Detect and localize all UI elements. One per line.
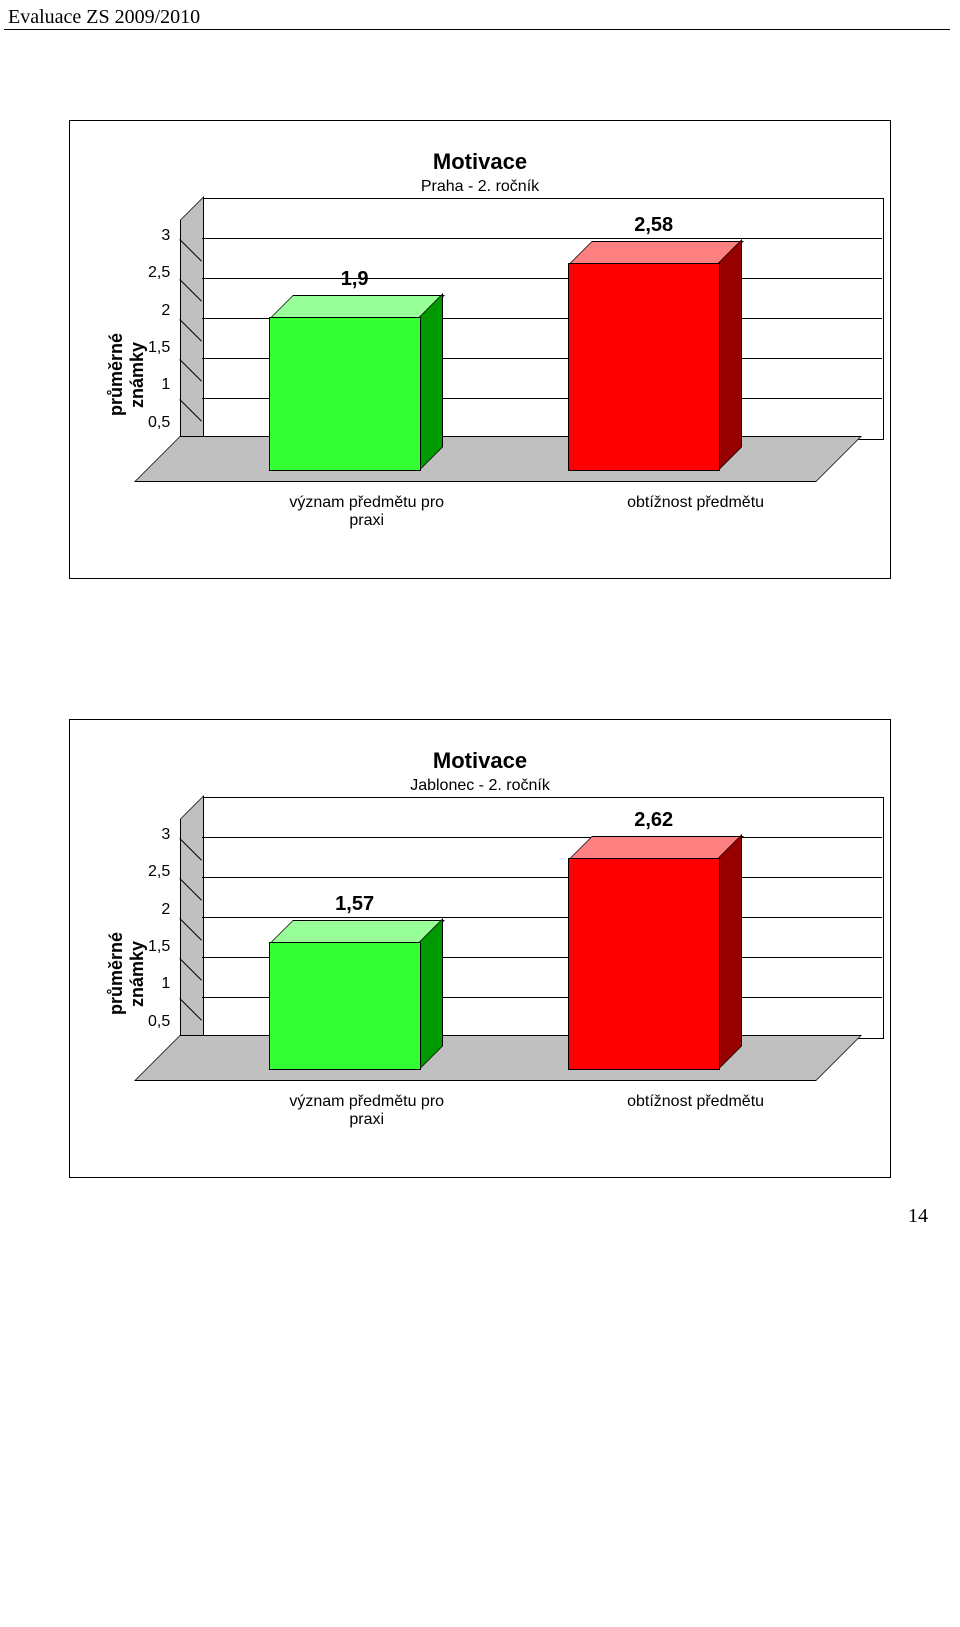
chart-title-block: Motivace Praha - 2. ročník bbox=[100, 149, 860, 196]
page-header: Evaluace ZS 2009/2010 bbox=[4, 0, 950, 30]
bar-side-face bbox=[419, 918, 443, 1070]
y-tick-label: 3 bbox=[161, 228, 170, 244]
bar: 1,9 bbox=[269, 317, 419, 471]
y-axis-ticks: 32,521,510,50 bbox=[148, 819, 180, 1059]
page-number: 14 bbox=[908, 1205, 928, 1228]
chart-body: průměrné známky 32,521,510,50 1,92,58 vý… bbox=[100, 220, 860, 530]
bar-front-face bbox=[568, 858, 720, 1070]
chart-body: průměrné známky 32,521,510,50 1,572,62 v… bbox=[100, 819, 860, 1129]
bar-side-face bbox=[718, 834, 742, 1070]
bar: 2,58 bbox=[568, 263, 718, 471]
x-axis-labels: význam předmětu pro praxiobtížnost předm… bbox=[202, 494, 860, 530]
bar-side-face bbox=[718, 239, 742, 471]
y-tick-label: 1 bbox=[161, 377, 170, 393]
chart-subtitle: Praha - 2. ročník bbox=[100, 178, 860, 196]
y-tick-label: 1,5 bbox=[148, 340, 170, 356]
chart-praha: Motivace Praha - 2. ročník průměrné znám… bbox=[69, 120, 891, 579]
bar-value-label: 2,62 bbox=[579, 809, 729, 832]
x-category-label: význam předmětu pro praxi bbox=[202, 1093, 531, 1129]
x-category-label: obtížnost předmětu bbox=[531, 494, 860, 530]
bar-top-face bbox=[568, 241, 744, 265]
y-tick-label: 2,5 bbox=[148, 864, 170, 880]
bar-front-face bbox=[568, 263, 720, 471]
plot-area: 1,92,58 bbox=[180, 220, 860, 460]
bar-value-label: 1,57 bbox=[280, 893, 430, 916]
plot-area: 1,572,62 bbox=[180, 819, 860, 1059]
bar-value-label: 2,58 bbox=[579, 214, 729, 237]
bar-side-face bbox=[419, 293, 443, 471]
y-tick-label: 1,5 bbox=[148, 939, 170, 955]
chart-title: Motivace bbox=[100, 748, 860, 774]
x-axis-labels: význam předmětu pro praxiobtížnost předm… bbox=[202, 1093, 860, 1129]
bar: 2,62 bbox=[568, 858, 718, 1070]
plot-wrap: 1,572,62 význam předmětu pro praxiobtížn… bbox=[180, 819, 860, 1129]
y-tick-label: 2 bbox=[161, 303, 170, 319]
chart-subtitle: Jablonec - 2. ročník bbox=[100, 777, 860, 795]
chart-title: Motivace bbox=[100, 149, 860, 175]
bar-top-face bbox=[269, 295, 445, 319]
page: Evaluace ZS 2009/2010 Motivace Praha - 2… bbox=[0, 0, 960, 1238]
y-axis-label: průměrné známky bbox=[100, 333, 148, 416]
bar-front-face bbox=[269, 942, 421, 1070]
bar-top-face bbox=[269, 920, 445, 944]
y-tick-label: 2 bbox=[161, 902, 170, 918]
x-category-label: obtížnost předmětu bbox=[531, 1093, 860, 1129]
bar: 1,57 bbox=[269, 942, 419, 1070]
y-tick-label: 1 bbox=[161, 976, 170, 992]
bar-front-face bbox=[269, 317, 421, 471]
plot-wrap: 1,92,58 význam předmětu pro praxiobtížno… bbox=[180, 220, 860, 530]
y-axis-label: průměrné známky bbox=[100, 932, 148, 1015]
y-tick-label: 0,5 bbox=[148, 1014, 170, 1030]
bar-value-label: 1,9 bbox=[280, 268, 430, 291]
y-tick-label: 0,5 bbox=[148, 415, 170, 431]
x-category-label: význam předmětu pro praxi bbox=[202, 494, 531, 530]
bars-container: 1,92,58 bbox=[180, 220, 860, 460]
chart-jablonec: Motivace Jablonec - 2. ročník průměrné z… bbox=[69, 719, 891, 1178]
chart-title-block: Motivace Jablonec - 2. ročník bbox=[100, 748, 860, 795]
y-tick-label: 3 bbox=[161, 827, 170, 843]
y-axis-ticks: 32,521,510,50 bbox=[148, 220, 180, 460]
bars-container: 1,572,62 bbox=[180, 819, 860, 1059]
y-tick-label: 2,5 bbox=[148, 265, 170, 281]
